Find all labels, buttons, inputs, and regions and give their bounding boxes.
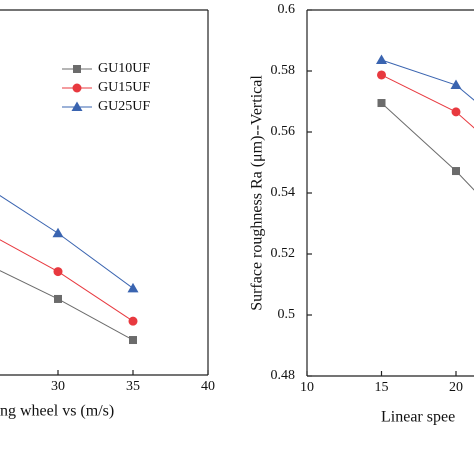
legend-label: GU25UF	[98, 99, 150, 114]
marker	[452, 167, 460, 176]
marker	[376, 54, 387, 65]
x-axis-label: ng wheel vs (m/s)	[0, 403, 114, 420]
marker	[71, 101, 83, 111]
y-tick-label: 0.54	[271, 185, 296, 200]
x-axis-label: Linear spee	[381, 409, 455, 426]
y-tick-label: 0.56	[271, 124, 296, 139]
y-tick-label: 0.6	[278, 2, 296, 17]
x-tick-label: 20	[449, 380, 463, 395]
marker	[128, 316, 138, 326]
marker	[377, 99, 386, 108]
x-tick-label: 15	[375, 380, 389, 395]
marker	[127, 282, 139, 293]
marker	[451, 107, 461, 117]
marker	[72, 83, 82, 93]
legend-label: GU15UF	[98, 80, 150, 95]
y-axis-label: Surface roughness Ra (μm)--Vertical	[249, 75, 266, 311]
marker	[54, 294, 62, 303]
x-tick-label: 10	[300, 380, 314, 395]
marker	[377, 70, 386, 80]
x-tick-label: 35	[126, 379, 140, 394]
x-tick-label: 40	[201, 379, 215, 394]
marker	[52, 227, 64, 238]
marker	[129, 336, 137, 345]
series-line	[381, 102, 474, 191]
y-tick-label: 0.52	[271, 246, 296, 261]
series-line	[381, 74, 474, 129]
series-line	[381, 59, 474, 101]
y-tick-label: 0.5	[278, 307, 296, 322]
series-line	[0, 195, 134, 289]
marker	[450, 79, 462, 90]
y-tick-label: 0.58	[271, 63, 296, 78]
marker	[53, 267, 63, 277]
y-tick-label: 0.48	[271, 368, 296, 383]
legend-label: GU10UF	[98, 61, 150, 76]
series-line	[0, 239, 134, 322]
x-tick-label: 30	[51, 379, 65, 394]
marker	[73, 65, 81, 73]
